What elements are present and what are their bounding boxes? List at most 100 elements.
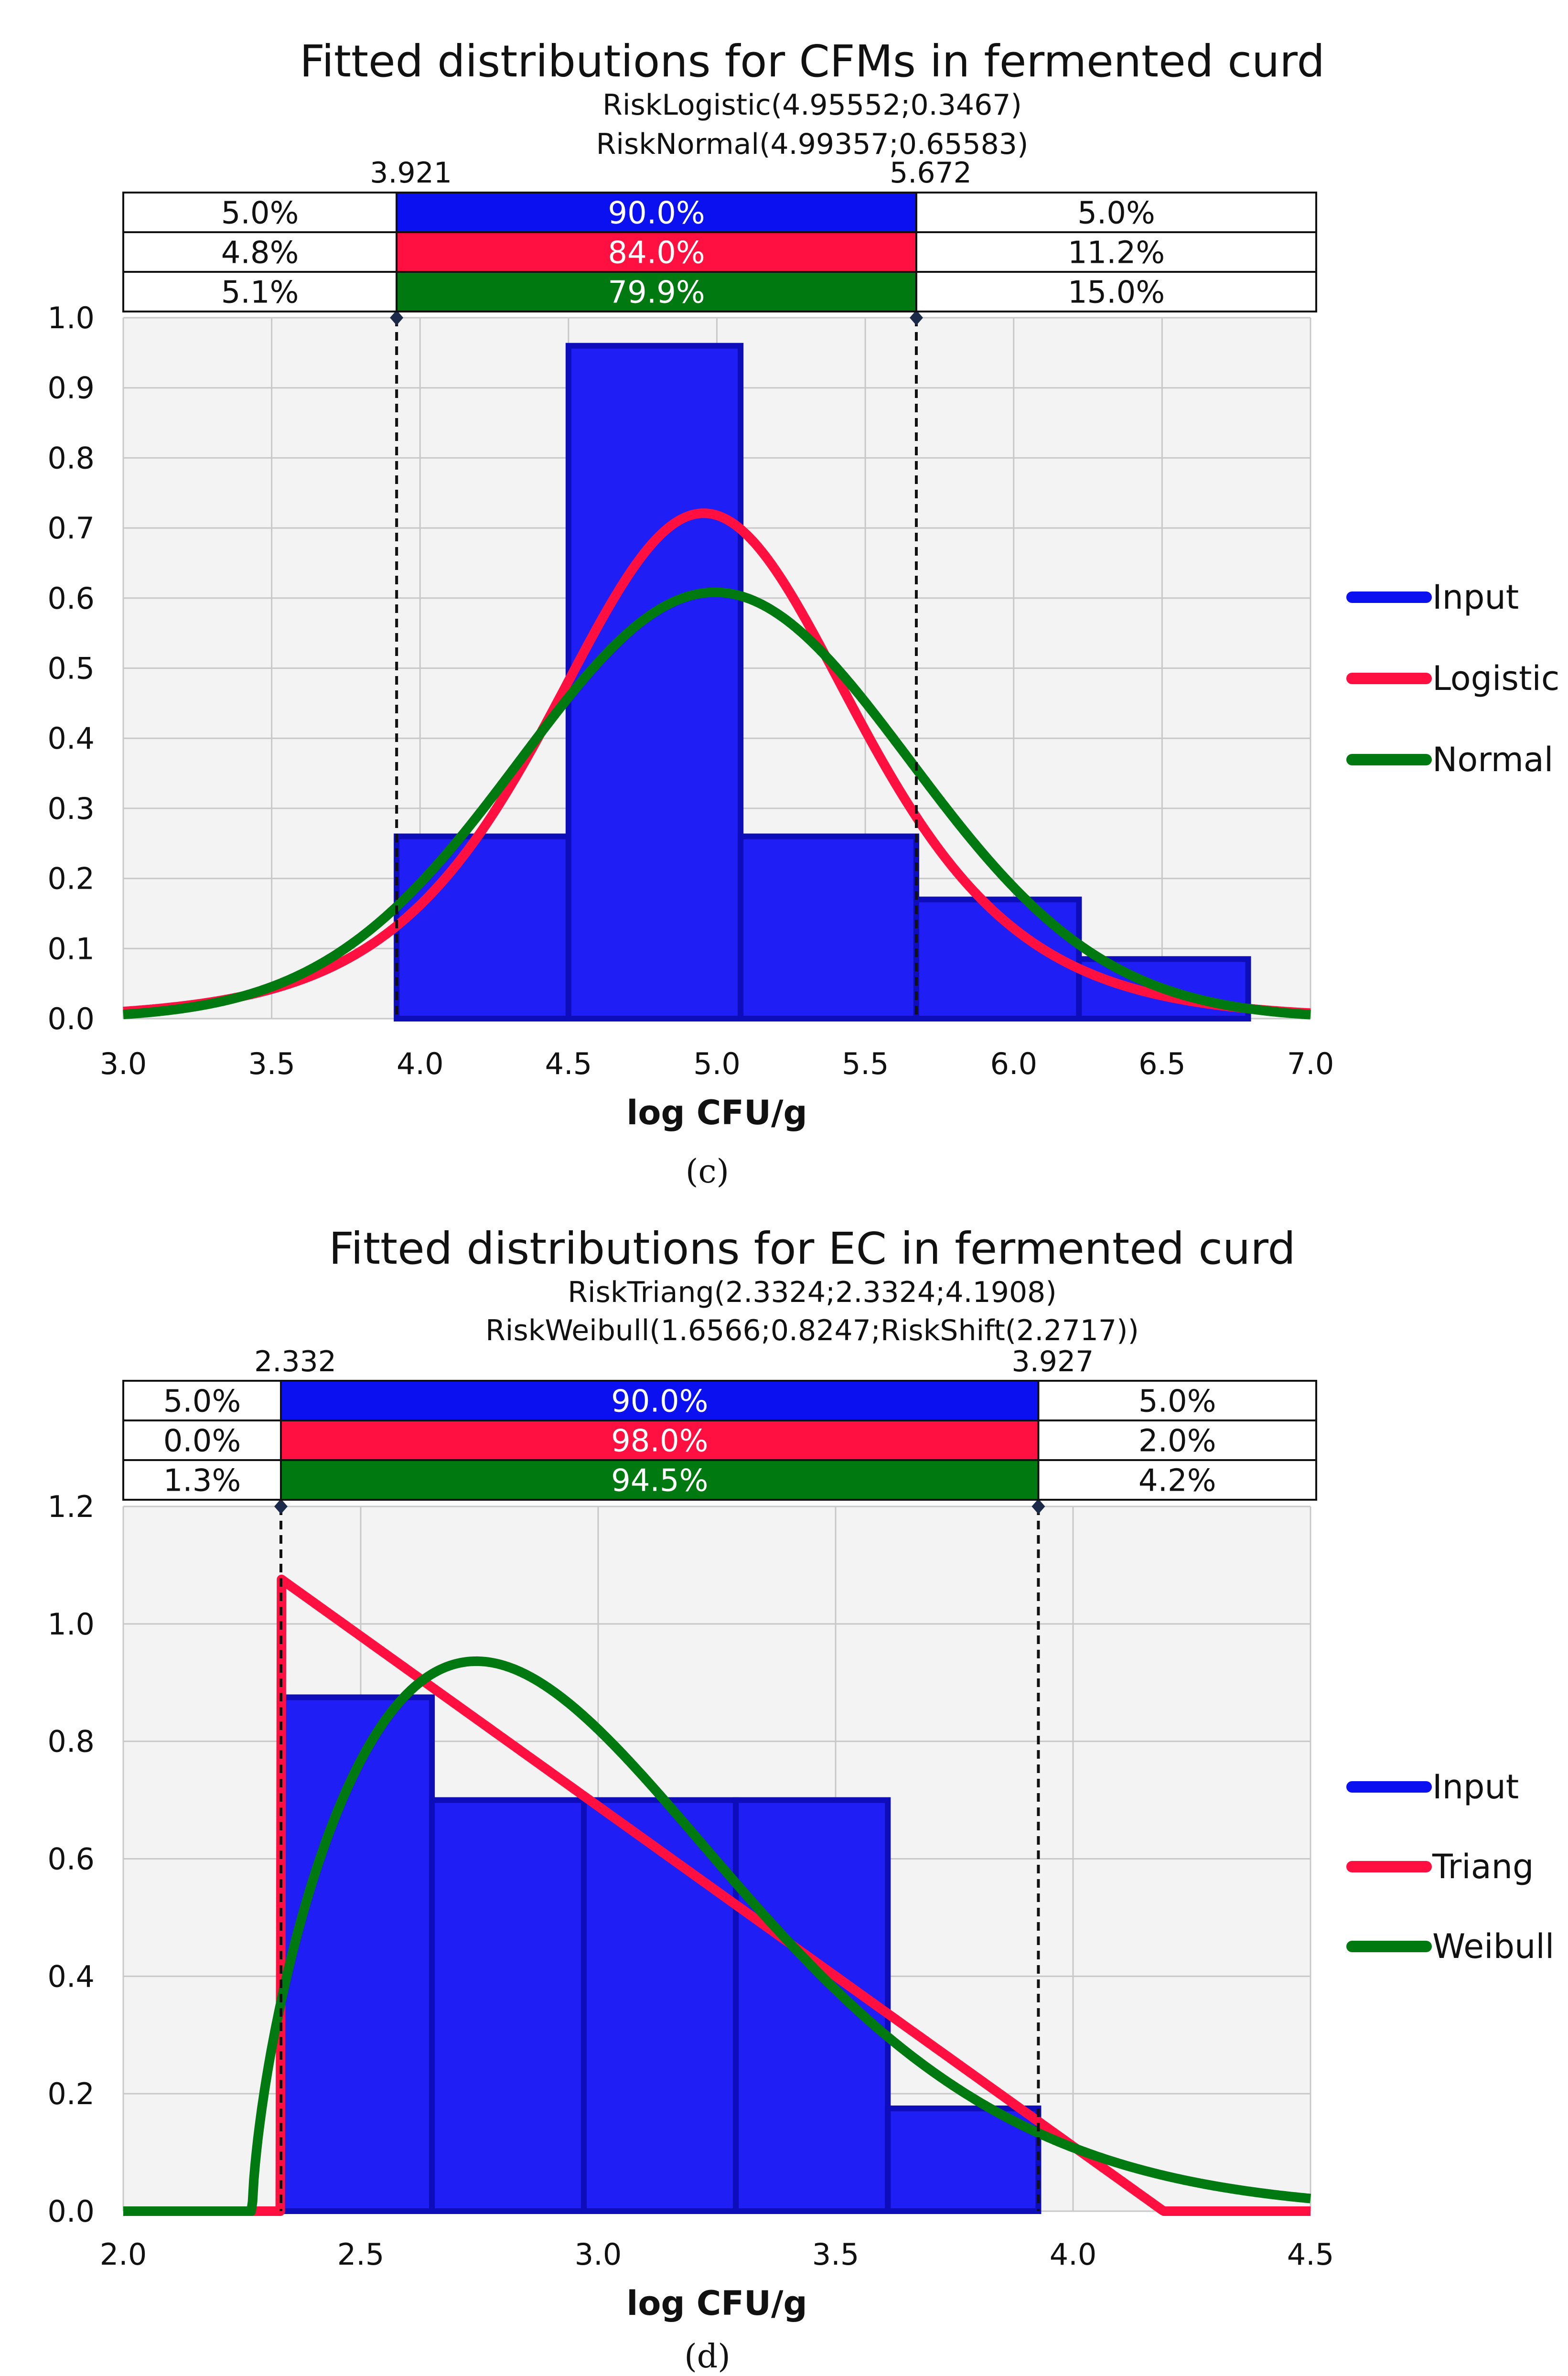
x-tick-label: 2.5 (337, 2237, 385, 2272)
marker-right-label: 5.672 (890, 156, 972, 190)
y-tick-label: 0.8 (47, 1724, 95, 1759)
interval-table-cell-middle (396, 271, 917, 312)
interval-middle-percent: 84.0% (608, 236, 705, 271)
interval-right-percent: 2.0% (1138, 1424, 1216, 1459)
histogram-bar (581, 1797, 739, 2214)
interval-middle-percent: 79.9% (608, 275, 705, 311)
y-tick-label: 0.6 (47, 1842, 95, 1877)
x-tick-label: 3.5 (812, 2237, 859, 2272)
legend-label-normal: Normal (1432, 740, 1553, 779)
y-tick-label: 0.0 (47, 1001, 95, 1036)
interval-table-cell-middle (280, 1459, 1040, 1501)
interval-table-cell-right (915, 231, 1317, 273)
interval-table-cell-right (1037, 1459, 1317, 1501)
y-tick-label: 1.0 (47, 301, 95, 335)
interval-table-cell-left (122, 1419, 282, 1461)
marker-right-label: 3.927 (1012, 1345, 1094, 1378)
histogram-bar (394, 833, 571, 1021)
fitted-curve-logistic (119, 508, 1314, 1018)
histogram-bar (565, 343, 744, 1021)
interval-left-percent: 5.1% (221, 275, 299, 311)
interval-left-percent: 0.0% (163, 1424, 241, 1459)
interval-table-cell-right (1037, 1380, 1317, 1421)
chart-title: Fitted distributions for CFMs in ferment… (300, 36, 1325, 87)
chart-subtitle: RiskTriang(2.3324;2.3324;4.1908) (568, 1276, 1057, 1309)
chart-subtitle: RiskNormal(4.99357;0.65583) (596, 128, 1029, 161)
chart-title: Fitted distributions for EC in fermented… (329, 1223, 1296, 1274)
chart-panel-d: Fitted distributions for EC in fermented… (47, 1223, 1554, 2376)
y-tick-label: 0.5 (47, 651, 95, 686)
interval-left-percent: 5.0% (163, 1384, 241, 1419)
chart-panel-c: Fitted distributions for CFMs in ferment… (47, 36, 1559, 1191)
x-tick-label: 4.5 (545, 1046, 592, 1081)
y-tick-label: 0.4 (47, 721, 95, 756)
y-tick-label: 0.4 (47, 1959, 95, 1994)
interval-middle-percent: 98.0% (611, 1424, 708, 1459)
legend-label-logistic: Logistic (1432, 659, 1559, 698)
panel-label: (d) (684, 2338, 730, 2376)
x-axis-label: log CFU/g (626, 1093, 807, 1132)
x-tick-label: 4.0 (397, 1046, 444, 1081)
interval-right-percent: 11.2% (1068, 236, 1165, 271)
interval-table-cell-middle (396, 192, 917, 233)
chart-subtitle: RiskWeibull(1.6566;0.8247;RiskShift(2.27… (485, 1314, 1139, 1347)
marker-left-label: 2.332 (254, 1345, 336, 1378)
interval-table-cell-left (122, 271, 398, 312)
y-tick-label: 0.0 (47, 2194, 95, 2229)
interval-table-cell-left (122, 231, 398, 273)
chart-subtitle: RiskLogistic(4.95552;0.3467) (602, 88, 1022, 122)
marker-diamond-icon (1031, 1499, 1045, 1514)
fitted-curve-normal (119, 587, 1314, 1020)
panel-label: (c) (686, 1153, 729, 1191)
x-tick-label: 7.0 (1287, 1046, 1334, 1081)
interval-right-percent: 5.0% (1077, 196, 1155, 231)
interval-right-percent: 5.0% (1138, 1384, 1216, 1419)
y-tick-label: 0.9 (47, 371, 95, 406)
y-tick-label: 0.3 (47, 791, 95, 826)
y-tick-label: 1.2 (47, 1489, 95, 1524)
interval-table-cell-right (915, 192, 1317, 233)
x-tick-label: 5.0 (693, 1046, 741, 1081)
histogram-bar (733, 1797, 891, 2214)
interval-right-percent: 4.2% (1138, 1463, 1216, 1499)
y-tick-label: 0.8 (47, 441, 95, 475)
interval-table-cell-middle (396, 231, 917, 273)
marker-diamond-icon (390, 310, 404, 325)
marker-diamond-icon (909, 310, 923, 325)
histogram-bar (738, 833, 919, 1021)
interval-table-cell-right (915, 271, 1317, 312)
x-tick-label: 3.0 (575, 2237, 622, 2272)
y-tick-label: 0.1 (47, 931, 95, 966)
marker-left-label: 3.921 (370, 156, 452, 190)
y-tick-label: 0.6 (47, 581, 95, 616)
x-tick-label: 6.0 (990, 1046, 1037, 1081)
marker-diamond-icon (274, 1499, 288, 1514)
x-tick-label: 4.0 (1050, 2237, 1097, 2272)
interval-table-cell-right (1037, 1419, 1317, 1461)
fitted-curve-triang (119, 1574, 1314, 2216)
interval-right-percent: 15.0% (1068, 275, 1165, 311)
x-tick-label: 3.5 (248, 1046, 295, 1081)
interval-middle-percent: 90.0% (608, 196, 705, 231)
y-tick-label: 0.2 (47, 2076, 95, 2111)
legend-label-triang: Triang (1432, 1847, 1534, 1886)
x-tick-label: 6.5 (1138, 1046, 1186, 1081)
legend-label-input: Input (1432, 578, 1519, 617)
y-tick-label: 0.7 (47, 511, 95, 546)
x-tick-label: 2.0 (100, 2237, 147, 2272)
x-tick-label: 3.0 (100, 1046, 147, 1081)
interval-middle-percent: 94.5% (611, 1463, 708, 1499)
fitted-curve-weibull (119, 1656, 1314, 2216)
legend-label-weibull: Weibull (1432, 1927, 1554, 1966)
y-tick-label: 0.2 (47, 861, 95, 896)
y-tick-label: 1.0 (47, 1607, 95, 1642)
interval-middle-percent: 90.0% (611, 1384, 708, 1419)
x-tick-label: 5.5 (842, 1046, 889, 1081)
histogram-bar (429, 1797, 587, 2214)
interval-left-percent: 4.8% (221, 236, 299, 271)
legend-label-input: Input (1432, 1767, 1519, 1806)
interval-left-percent: 5.0% (221, 196, 299, 231)
x-tick-label: 4.5 (1287, 2237, 1334, 2272)
interval-left-percent: 1.3% (163, 1463, 241, 1499)
